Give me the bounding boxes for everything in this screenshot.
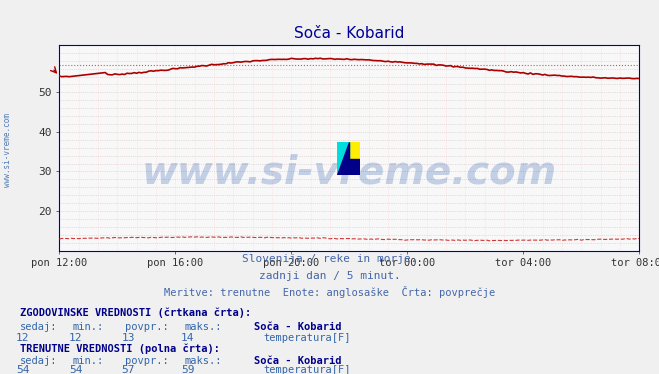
Text: zadnji dan / 5 minut.: zadnji dan / 5 minut. <box>258 271 401 281</box>
Bar <box>349 159 360 175</box>
Text: temperatura[F]: temperatura[F] <box>264 334 351 343</box>
Bar <box>337 142 349 175</box>
Text: www.si-vreme.com: www.si-vreme.com <box>142 153 557 191</box>
Text: 57: 57 <box>122 365 135 374</box>
Text: maks.:: maks.: <box>185 356 222 365</box>
Text: sedaj:: sedaj: <box>20 322 57 332</box>
Text: Soča - Kobarid: Soča - Kobarid <box>254 356 341 365</box>
Text: 54: 54 <box>69 365 82 374</box>
Text: www.si-vreme.com: www.si-vreme.com <box>3 113 13 187</box>
Text: 54: 54 <box>16 365 30 374</box>
Text: min.:: min.: <box>72 322 103 332</box>
Text: 59: 59 <box>181 365 194 374</box>
Text: povpr.:: povpr.: <box>125 322 169 332</box>
Text: sedaj:: sedaj: <box>20 356 57 365</box>
Text: 13: 13 <box>122 334 135 343</box>
Text: Soča - Kobarid: Soča - Kobarid <box>254 322 341 332</box>
Bar <box>349 142 360 159</box>
Text: 12: 12 <box>69 334 82 343</box>
Text: 14: 14 <box>181 334 194 343</box>
Text: Slovenija / reke in morje.: Slovenija / reke in morje. <box>242 254 417 264</box>
Text: Meritve: trenutne  Enote: anglosaške  Črta: povprečje: Meritve: trenutne Enote: anglosaške Črta… <box>164 286 495 298</box>
Text: 12: 12 <box>16 334 30 343</box>
Text: temperatura[F]: temperatura[F] <box>264 365 351 374</box>
Text: povpr.:: povpr.: <box>125 356 169 365</box>
Text: TRENUTNE VREDNOSTI (polna črta):: TRENUTNE VREDNOSTI (polna črta): <box>20 343 219 353</box>
Polygon shape <box>337 142 349 175</box>
Text: maks.:: maks.: <box>185 322 222 332</box>
Title: Soča - Kobarid: Soča - Kobarid <box>294 26 405 41</box>
Text: ZGODOVINSKE VREDNOSTI (črtkana črta):: ZGODOVINSKE VREDNOSTI (črtkana črta): <box>20 307 251 318</box>
Text: min.:: min.: <box>72 356 103 365</box>
